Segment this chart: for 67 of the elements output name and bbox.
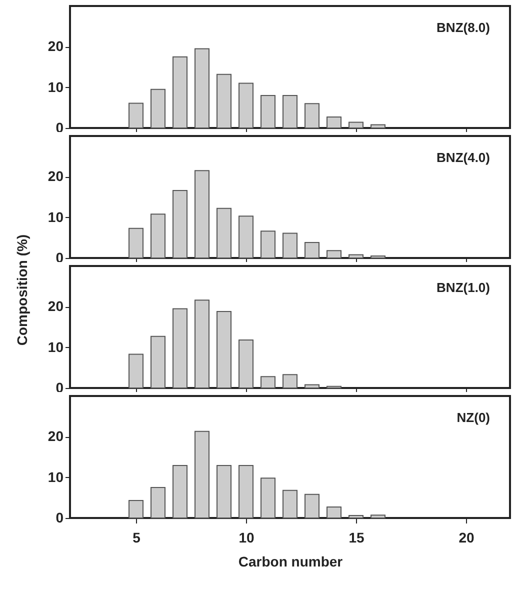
bar	[304, 384, 320, 388]
bar	[238, 340, 254, 388]
y-tick-label: 20	[48, 298, 64, 314]
bar	[238, 82, 254, 128]
bar	[348, 515, 364, 518]
y-tick-label: 0	[56, 380, 64, 396]
bar	[194, 48, 210, 128]
y-tick-label: 10	[48, 338, 64, 355]
bar	[194, 430, 210, 518]
bar	[150, 487, 166, 518]
bar	[282, 490, 298, 518]
bar	[304, 103, 320, 128]
y-tick-label: 10	[48, 468, 64, 485]
bar	[260, 230, 276, 258]
bar	[194, 300, 210, 388]
y-tick-label: 20	[48, 428, 64, 444]
annotation: BNZ(8.0)	[436, 20, 490, 35]
bar	[348, 122, 364, 128]
bar	[172, 465, 188, 518]
bar	[172, 190, 188, 258]
x-tick-label: 20	[458, 530, 474, 546]
x-tick-label: 10	[238, 530, 254, 546]
bar	[238, 216, 254, 258]
bar	[128, 354, 144, 388]
bar	[150, 214, 166, 258]
y-tick-label: 20	[48, 168, 64, 184]
y-axis-title: Composition (%)	[14, 234, 30, 346]
bar	[326, 506, 342, 518]
bar	[150, 336, 166, 388]
x-axis-title: Carbon number	[238, 554, 344, 570]
bar	[326, 250, 342, 258]
y-tick-label: 0	[56, 120, 64, 136]
bar	[128, 500, 144, 518]
y-tick-label: 10	[48, 78, 64, 95]
bar	[348, 254, 364, 258]
x-tick-label: 5	[132, 530, 141, 546]
bar	[282, 232, 298, 258]
y-tick-label: 0	[56, 510, 64, 526]
bar	[260, 478, 276, 518]
bar	[216, 465, 232, 518]
bar	[370, 124, 386, 128]
bar	[370, 255, 386, 258]
bar	[304, 242, 320, 258]
annotation: BNZ(1.0)	[436, 280, 490, 295]
bar	[260, 94, 276, 128]
bar	[216, 74, 232, 128]
bar	[128, 228, 144, 258]
bar	[304, 494, 320, 518]
bar	[172, 308, 188, 388]
bar	[370, 514, 386, 518]
bar	[194, 170, 210, 258]
bar	[238, 465, 254, 518]
bar	[172, 56, 188, 128]
bar	[282, 374, 298, 388]
bar	[128, 102, 144, 128]
bar	[282, 94, 298, 128]
bar	[150, 88, 166, 128]
bar	[216, 208, 232, 258]
y-tick-label: 20	[48, 38, 64, 54]
bar	[326, 116, 342, 128]
y-tick-label: 10	[48, 208, 64, 225]
x-tick-label: 15	[348, 530, 364, 546]
bar	[216, 311, 232, 388]
y-tick-label: 0	[56, 250, 64, 266]
bar	[260, 376, 276, 388]
annotation: BNZ(4.0)	[436, 150, 490, 165]
annotation: NZ(0)	[456, 410, 490, 425]
